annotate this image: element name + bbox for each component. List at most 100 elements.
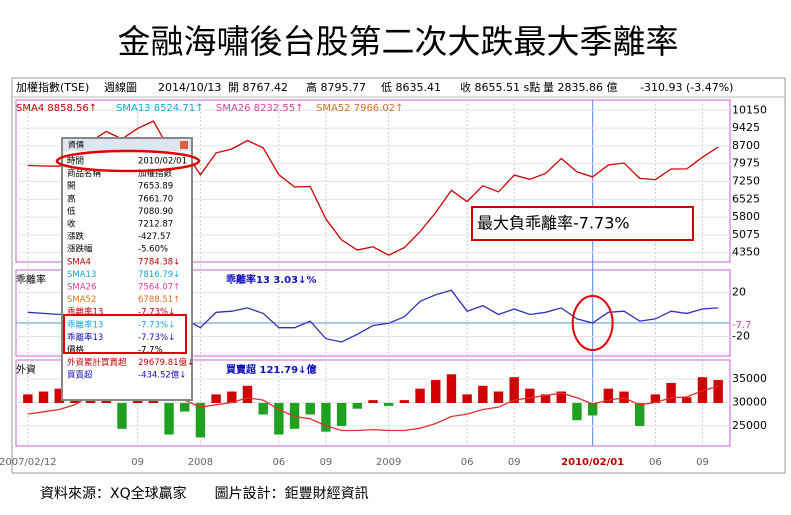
bar — [603, 388, 614, 403]
popup-value: -7.7% — [138, 346, 163, 356]
bar — [336, 403, 347, 426]
popup-key: SMA13 — [67, 270, 96, 280]
header-item: 收 8655.51 s點 — [460, 80, 540, 94]
bar — [540, 394, 551, 403]
bar — [274, 403, 284, 435]
popup-value: 7564.07↑ — [138, 283, 180, 293]
popup-key: 買賣超 — [67, 370, 93, 381]
bar — [38, 391, 49, 403]
popup-highlight — [55, 149, 201, 173]
popup-value: 7661.70 — [138, 194, 173, 204]
bar — [227, 391, 237, 403]
popup-value: -5.60% — [138, 245, 168, 255]
bar — [305, 403, 315, 415]
popup-value: 7653.89 — [138, 182, 173, 192]
x-tick-label: 09 — [508, 457, 521, 468]
bar — [368, 400, 378, 403]
popup-value: 2010/02/01 — [138, 157, 187, 167]
popup-key: 高 — [67, 193, 76, 204]
bar — [431, 380, 441, 403]
popup-key: SMA4 — [67, 257, 91, 267]
bar — [399, 400, 410, 403]
bar — [242, 385, 253, 403]
bar — [587, 403, 598, 416]
bar — [493, 391, 504, 403]
panel — [15, 269, 731, 357]
panel-label: 外資 — [16, 364, 36, 376]
y-tick-label: 5800 — [732, 210, 760, 223]
page-title: 金融海嘯後台股第二次大跌最大季離率 — [118, 22, 679, 61]
bar — [556, 391, 566, 403]
popup-value: 6788.51↑ — [138, 295, 180, 305]
y-tick-label: 25000 — [732, 419, 767, 432]
bar — [666, 382, 676, 403]
panel-label: 乖離率 — [16, 273, 46, 286]
y-tick-label: 9425 — [732, 121, 760, 134]
popup-value: 7212.87 — [138, 220, 173, 230]
bar — [195, 403, 206, 438]
x-tick-label: 2008 — [188, 457, 213, 468]
header-item: 2014/10/13 — [158, 81, 221, 94]
bar — [525, 388, 535, 403]
header-item: 加權指數(TSE) — [16, 80, 89, 94]
bar — [211, 394, 221, 403]
bar — [180, 403, 190, 412]
reference-label: -7.7 — [732, 320, 752, 331]
header-item: 開 8767.42 — [228, 81, 288, 94]
popup-key: 收 — [67, 219, 76, 230]
panel — [15, 359, 731, 447]
popup-key: 開 — [67, 182, 76, 192]
y-tick-label: 8700 — [732, 139, 760, 152]
header-item: 量 2835.86 億 — [543, 81, 617, 94]
header-item: 低 8635.41 — [381, 81, 441, 94]
y-tick-label: 10150 — [732, 103, 767, 116]
bar — [697, 377, 708, 403]
popup-key: SMA26 — [67, 283, 96, 293]
header-item: -310.93 (-3.47%) — [640, 81, 733, 94]
popup-titlebar — [63, 139, 191, 151]
y-tick-label: 5075 — [732, 228, 760, 241]
bar — [572, 403, 582, 421]
indicator: SMA52 7966.02↑ — [316, 103, 403, 114]
popup-frame — [61, 137, 193, 401]
x-tick-label: 2010/02/01 — [561, 457, 624, 468]
popup-value: 29679.81億↓ — [138, 357, 194, 368]
x-tick-label: 2007/02/12 — [0, 457, 57, 468]
popup-value: 7080.90 — [138, 207, 173, 217]
y-tick-label: 7975 — [732, 157, 760, 170]
x-tick-label: 06 — [461, 457, 474, 468]
x-tick-label: 2009 — [376, 457, 401, 468]
x-tick-label: 09 — [696, 457, 709, 468]
bar — [650, 394, 661, 403]
y-tick-label: 6525 — [732, 192, 760, 205]
popup-close — [180, 141, 188, 149]
bar — [446, 374, 457, 403]
bar — [258, 403, 268, 415]
popup-title: 資價 — [68, 140, 84, 150]
popup-key: 商品名稱 — [67, 168, 102, 179]
x-tick-label: 06 — [272, 457, 285, 468]
x-tick-label: 09 — [320, 457, 333, 468]
y-tick-label: 20 — [732, 286, 746, 299]
y-tick-label: 7250 — [732, 174, 760, 187]
bar — [54, 388, 64, 403]
bar — [352, 403, 363, 409]
popup-key: 時間 — [67, 157, 84, 167]
bar — [383, 403, 394, 406]
annotation: 最大負乖離率-7.73% — [477, 214, 630, 233]
bar — [635, 403, 645, 426]
x-tick-label: 06 — [649, 457, 662, 468]
popup-value: 7784.38↓ — [138, 257, 180, 267]
popup-key: 價格 — [67, 345, 85, 356]
annotation-box — [471, 206, 694, 241]
popup-value: -7.73%↓ — [138, 320, 175, 330]
popup-key: 乖離率13 — [67, 307, 103, 318]
bar — [164, 403, 174, 435]
y-tick-label: 35000 — [732, 372, 767, 385]
bar — [509, 377, 519, 403]
popup-key: 外資累計買賣超 — [67, 357, 127, 368]
bar — [713, 380, 723, 403]
popup-key: 乖離率13 — [67, 319, 103, 330]
